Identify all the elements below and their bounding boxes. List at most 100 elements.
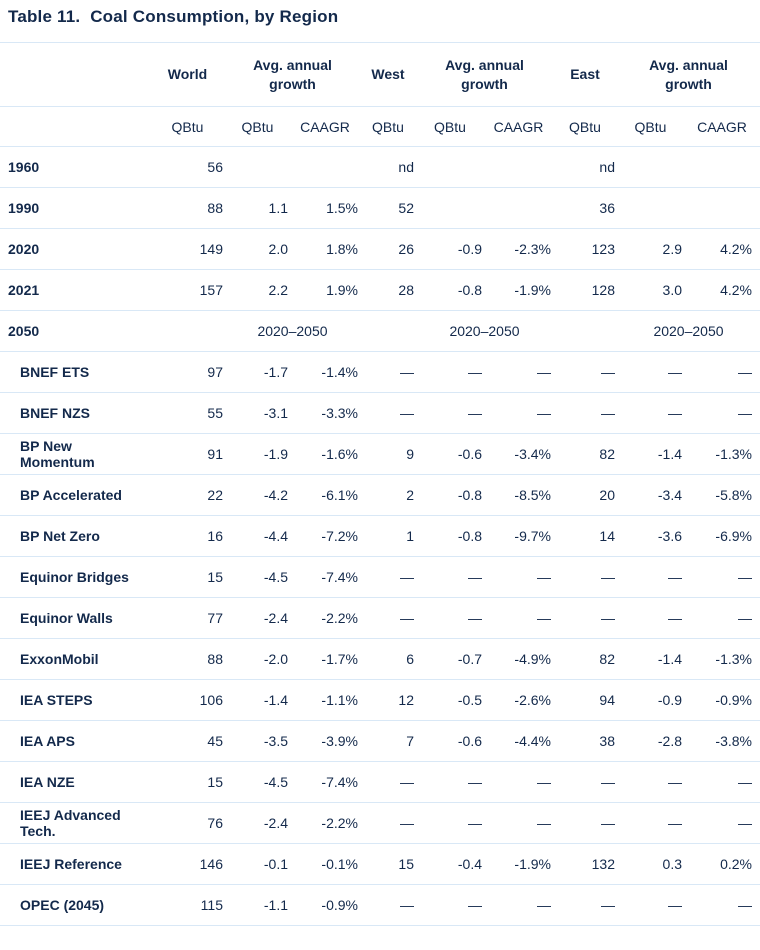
cell: -1.3% (715, 446, 752, 462)
cell: — (400, 569, 414, 585)
cell: — (468, 610, 482, 626)
cell: -1.4 (263, 692, 288, 708)
cell: 94 (599, 692, 615, 708)
cell: — (668, 610, 682, 626)
cell: -1.4 (657, 446, 682, 462)
row-label: 1990 (8, 200, 40, 216)
cell (416, 188, 484, 229)
cell: -2.3% (514, 241, 551, 257)
row-label: BNEF NZS (20, 405, 90, 421)
cell: 2.2 (268, 282, 288, 298)
row-label: 2020 (8, 241, 40, 257)
cell: -1.6% (321, 446, 358, 462)
cell: — (537, 774, 551, 790)
cell: -2.0 (263, 651, 288, 667)
cell: nd (599, 159, 615, 175)
cell: 26 (398, 241, 414, 257)
cell (484, 147, 553, 188)
table-row: IEA NZE 15 -4.5 -7.4% — — — — — — (0, 761, 760, 803)
cell (225, 147, 290, 188)
row-label: BP Accelerated (20, 487, 122, 503)
cell: -2.8 (657, 733, 682, 749)
cell: -6.1% (321, 487, 358, 503)
cell: -0.8 (457, 282, 482, 298)
cell: 6 (406, 651, 414, 667)
cell: — (468, 897, 482, 913)
col-header-east: East (570, 66, 600, 83)
cell: -0.8 (457, 487, 482, 503)
row-label: IEEJ Reference (20, 856, 122, 872)
cell: -0.5 (457, 692, 482, 708)
cell: -1.4 (657, 651, 682, 667)
group-header-row: World Avg. annual growth West Avg. annua… (0, 43, 760, 107)
cell: -0.9% (321, 897, 358, 913)
cell: -1.9% (514, 856, 551, 872)
cell: -3.3% (321, 405, 358, 421)
cell (684, 188, 760, 229)
table-row: BP Accelerated 22 -4.2 -6.1% 2 -0.8 -8.5% 20 -3.… (0, 474, 760, 516)
cell: 2.0 (268, 241, 288, 257)
cell: -3.8% (715, 733, 752, 749)
cell: -3.1 (263, 405, 288, 421)
subheader-world-qbtu: QBtu (150, 106, 225, 147)
cell: -1.9 (263, 446, 288, 462)
row-label: Equinor Walls (20, 610, 113, 626)
coal-consumption-table: World Avg. annual growth West Avg. annua… (0, 42, 760, 926)
cell: -1.1% (321, 692, 358, 708)
cell: 1.9% (326, 282, 358, 298)
cell: -2.4 (263, 815, 288, 831)
cell: 149 (199, 241, 223, 257)
subheader-world-growth-qbtu: QBtu (225, 106, 290, 147)
cell: — (400, 610, 414, 626)
cell: 2 (406, 487, 414, 503)
table-row: BP Net Zero 16 -4.4 -7.2% 1 -0.8 -9.7% 14 -3.6 -6… (0, 515, 760, 557)
cell: -1.1 (263, 897, 288, 913)
cell (617, 188, 684, 229)
cell: -4.5 (263, 569, 288, 585)
cell: 15 (207, 569, 223, 585)
subheader-east-caagr: CAAGR (684, 106, 760, 147)
table-row: IEA STEPS 106 -1.4 -1.1% 12 -0.5 -2.6% 94 -0.9 -0… (0, 679, 760, 721)
cell: 0.3 (662, 856, 682, 872)
cell: — (468, 774, 482, 790)
cell: — (738, 897, 752, 913)
cell: -3.6 (657, 528, 682, 544)
cell: -0.1% (321, 856, 358, 872)
row-label: 2021 (8, 282, 40, 298)
table-row: IEA APS 45 -3.5 -3.9% 7 -0.6 -4.4% 38 -2.8 -3.8% (0, 720, 760, 762)
cell: 16 (207, 528, 223, 544)
cell: — (400, 815, 414, 831)
cell: — (738, 405, 752, 421)
cell: -4.5 (263, 774, 288, 790)
cell: 52 (398, 200, 414, 216)
cell: -1.7% (321, 651, 358, 667)
row-label-header (0, 43, 150, 107)
cell: 20 (599, 487, 615, 503)
cell: -1.4% (321, 364, 358, 380)
cell: 9 (406, 446, 414, 462)
cell (416, 147, 484, 188)
cell: 82 (599, 651, 615, 667)
cell: -8.5% (514, 487, 551, 503)
row-label: 2050 (8, 323, 40, 339)
table-row: IEEJ Advanced Tech. 76 -2.4 -2.2% — — — — — — (0, 802, 760, 844)
cell: 28 (398, 282, 414, 298)
cell: 1.8% (326, 241, 358, 257)
row-label: IEEJ Advanced Tech. (20, 807, 121, 839)
cell: 146 (199, 856, 223, 872)
cell: 12 (398, 692, 414, 708)
cell: — (668, 569, 682, 585)
cell: 157 (199, 282, 223, 298)
cell: -4.4% (514, 733, 551, 749)
cell: — (537, 610, 551, 626)
cell: -2.4 (263, 610, 288, 626)
cell: -4.4 (263, 528, 288, 544)
cell: — (537, 569, 551, 585)
cell: — (468, 815, 482, 831)
subheader-world-caagr: CAAGR (290, 106, 360, 147)
cell: -0.4 (457, 856, 482, 872)
cell: — (738, 364, 752, 380)
cell: 128 (591, 282, 615, 298)
row-label: IEA STEPS (20, 692, 93, 708)
cell: 15 (398, 856, 414, 872)
